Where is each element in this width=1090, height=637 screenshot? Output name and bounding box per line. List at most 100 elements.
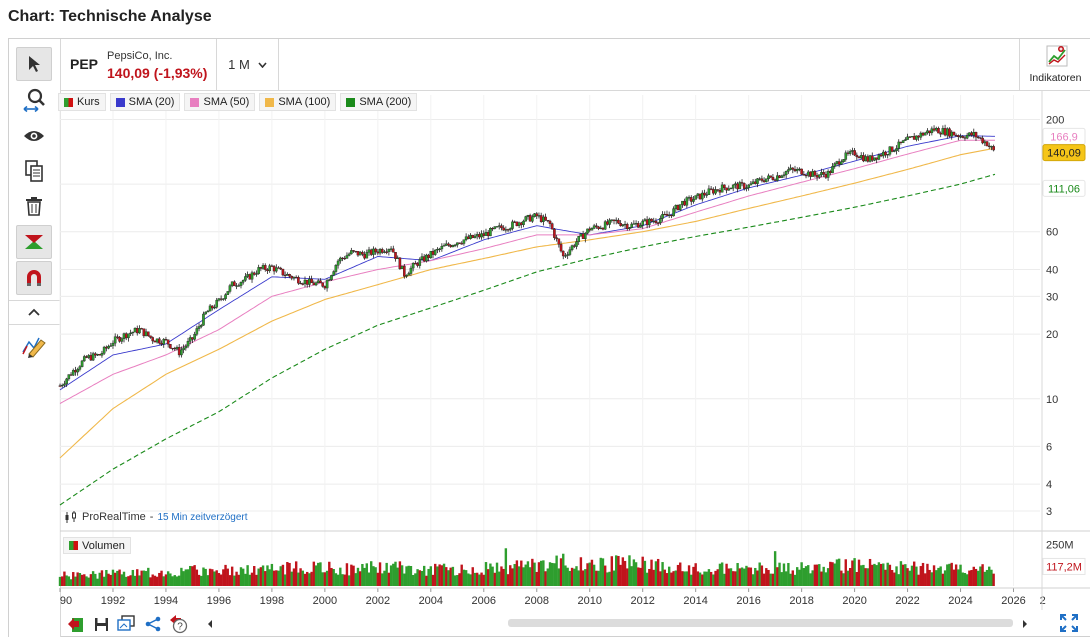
volume-bar [603,565,607,586]
candle-body [438,248,441,250]
volume-bar [888,564,892,586]
candle-body [78,366,82,370]
indicators-button[interactable]: Indikatoren [1019,39,1090,90]
series-line-sma50 [59,139,995,404]
candle-body [817,174,821,178]
volume-bar [835,559,839,586]
volume-bar [400,565,404,586]
legend-sma50[interactable]: SMA (50) [184,93,256,111]
trash-icon[interactable] [16,189,52,223]
copy-icon[interactable] [16,154,52,188]
magnet-icon[interactable] [16,261,52,295]
collapse-icon[interactable] [16,301,52,323]
volume-bar [206,575,210,586]
volume-bar [685,571,689,586]
legend-sma100[interactable]: SMA (100) [259,93,337,111]
candle-body [893,150,896,152]
candle-body [736,183,739,190]
volume-legend[interactable]: Volumen [63,537,131,554]
candle-body [453,244,457,246]
volume-bar [425,575,428,586]
volume-bar [149,577,152,586]
candle-body [811,171,814,177]
candle-body [252,272,256,275]
volume-bar [228,575,232,586]
volume-bar [542,560,545,586]
volume-bar [696,571,700,586]
horizontal-scrollbar[interactable] [508,619,1013,627]
source-delay[interactable]: 15 Min zeitverzögert [157,511,248,523]
candle-body [718,190,722,193]
ticker-box[interactable]: PEP PepsiCo, Inc. 140,09 (-1,93%) [61,39,217,90]
volume-bar [862,564,865,586]
candle-body [734,183,737,186]
candle-body [895,148,898,152]
candle-body [482,233,486,236]
volume-bar [186,569,190,586]
share-icon[interactable] [143,614,163,634]
chart-legend: Kurs SMA (20) SMA (50) SMA (100) SMA (20… [58,93,418,111]
candle-body [367,249,371,253]
legend-swatch-sma50 [190,97,200,107]
candle-body [230,281,234,286]
volume-bar [760,565,764,586]
x-tick-label: 2000 [313,595,337,607]
candle-body [250,272,254,280]
volume-bar [409,566,413,586]
layout-icon[interactable] [116,614,136,634]
legend-sma200[interactable]: SMA (200) [340,93,418,111]
draw-tools-icon[interactable] [16,329,52,363]
candle-body [144,331,148,337]
legend-label: SMA (200) [359,96,412,108]
cursor-icon[interactable] [16,47,52,81]
candle-body [389,248,393,250]
volume-bar [392,563,395,586]
y-tick-label: 40 [1046,265,1058,277]
help-icon[interactable]: ? [168,614,188,634]
volume-bar [848,568,852,586]
legend-kurs[interactable]: Kurs [58,93,106,111]
volume-bar [570,567,574,586]
volume-bar [257,568,260,586]
export-icon[interactable] [66,614,86,634]
candle-body [268,265,271,272]
volume-bar [303,573,307,586]
volume-bar [837,558,841,586]
scroll-right-icon[interactable] [1015,614,1035,634]
volume-bar [83,574,86,586]
zoom-icon[interactable] [16,83,52,117]
trend-icon[interactable] [16,225,52,259]
volume-bar [460,564,463,586]
volume-bar [932,565,936,586]
candle-body [941,128,945,135]
eye-icon[interactable] [16,119,52,153]
volume-bar [634,562,638,586]
volume-bar [270,563,274,586]
candle-body [873,157,876,161]
legend-sma20[interactable]: SMA (20) [109,93,181,111]
volume-bar [524,564,527,586]
fullscreen-icon[interactable] [1058,612,1080,634]
candle-body [639,224,642,228]
candle-body [455,242,459,246]
scroll-left-icon[interactable] [200,614,220,634]
candle-body [263,265,267,270]
save-icon[interactable] [91,614,111,634]
volume-bar [131,569,135,586]
x-tick-label: 2020 [842,595,866,607]
candle-body [539,215,543,223]
period-select[interactable]: 1 M [217,39,279,90]
candle-body [299,282,302,285]
volume-bar [113,572,117,586]
volume-bar [855,572,859,586]
volume-bar [533,562,536,586]
volume-bar [429,566,433,586]
volume-bar [153,575,157,586]
candle-body [537,215,541,217]
volume-bar [453,575,457,586]
candle-body [175,347,179,350]
volume-bar [233,575,236,586]
candle-body [248,274,252,280]
volume-bar [539,560,543,586]
